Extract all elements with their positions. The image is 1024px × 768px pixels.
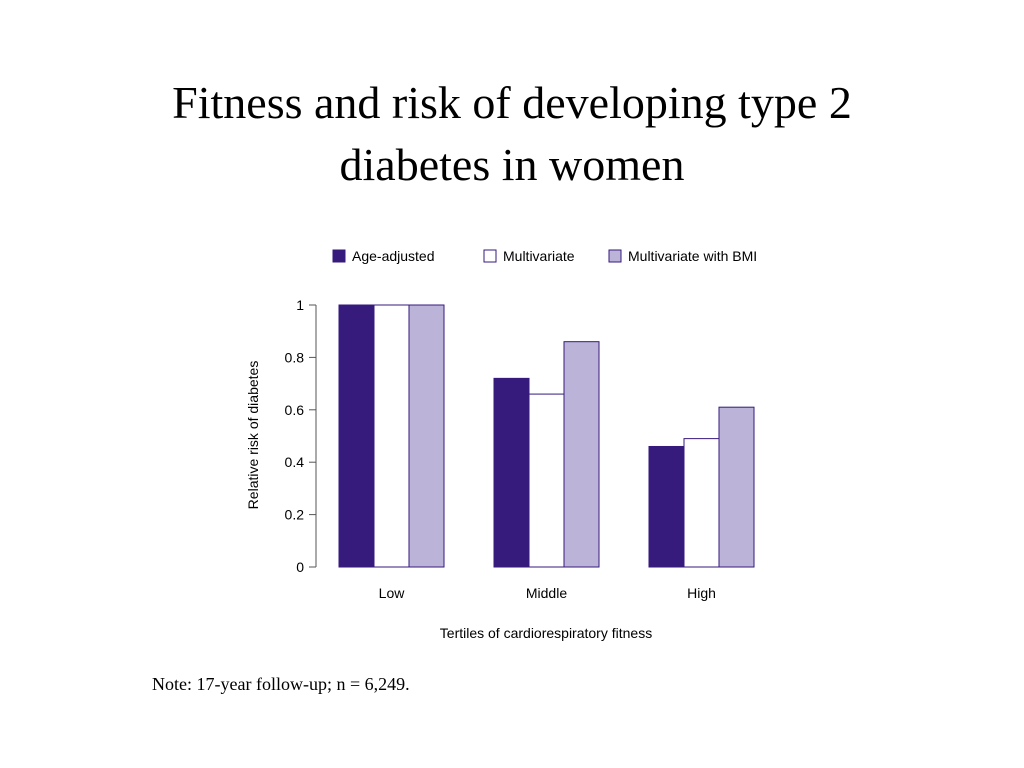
slide-title-line-1: Fitness and risk of developing type 2 bbox=[172, 77, 852, 128]
bar-multivariate-with-bmi-high bbox=[718, 406, 755, 568]
legend-item: Age-adjusted bbox=[332, 248, 435, 264]
legend-swatch bbox=[483, 249, 497, 263]
footnote: Note: 17-year follow-up; n = 6,249. bbox=[152, 674, 410, 694]
y-tick-label: 0.6 bbox=[285, 402, 305, 418]
legend-swatch bbox=[332, 249, 346, 263]
y-tick-label: 0.4 bbox=[285, 454, 305, 470]
bar-multivariate-with-bmi-middle bbox=[563, 341, 600, 568]
y-tick-label: 0.2 bbox=[285, 507, 305, 523]
legend-item: Multivariate bbox=[483, 248, 575, 264]
chart-legend: Age-adjusted Multivariate Multivariate wit… bbox=[332, 248, 757, 264]
bar-multivariate-high bbox=[683, 438, 720, 568]
bar-group-low bbox=[338, 304, 445, 568]
legend-swatch bbox=[608, 249, 622, 263]
legend-label: Multivariate with BMI bbox=[628, 248, 757, 264]
bar-age-adjusted-high bbox=[648, 445, 685, 568]
y-tick-label: 0 bbox=[296, 559, 304, 575]
bar-age-adjusted-low bbox=[338, 304, 375, 568]
x-tick-label: Middle bbox=[526, 585, 567, 601]
bar-multivariate-middle bbox=[528, 393, 565, 568]
y-tick-label: 1 bbox=[296, 297, 304, 313]
x-tick-label: Low bbox=[379, 585, 406, 601]
slide-title: Fitness and risk of developing type 2 di… bbox=[60, 72, 964, 196]
legend-label: Age-adjusted bbox=[352, 248, 435, 264]
y-axis: 0 0.2 0.4 0.6 0.8 1 bbox=[285, 297, 317, 575]
x-tick-label: High bbox=[687, 585, 716, 601]
bar-multivariate-with-bmi-low bbox=[408, 304, 445, 568]
y-tick-label: 0.8 bbox=[285, 349, 305, 365]
bar-group-high bbox=[648, 406, 755, 568]
bar-multivariate-low bbox=[373, 304, 410, 568]
legend-label: Multivariate bbox=[503, 248, 575, 264]
bar-group-middle bbox=[493, 341, 600, 568]
bar-age-adjusted-middle bbox=[493, 377, 530, 568]
legend-item: Multivariate with BMI bbox=[608, 248, 757, 264]
bar-groups bbox=[338, 304, 755, 568]
y-axis-label: Relative risk of diabetes bbox=[245, 361, 261, 510]
x-axis: Low Middle High bbox=[379, 585, 716, 601]
x-axis-label: Tertiles of cardiorespiratory fitness bbox=[440, 625, 652, 641]
slide-title-line-2: diabetes in women bbox=[339, 139, 685, 190]
